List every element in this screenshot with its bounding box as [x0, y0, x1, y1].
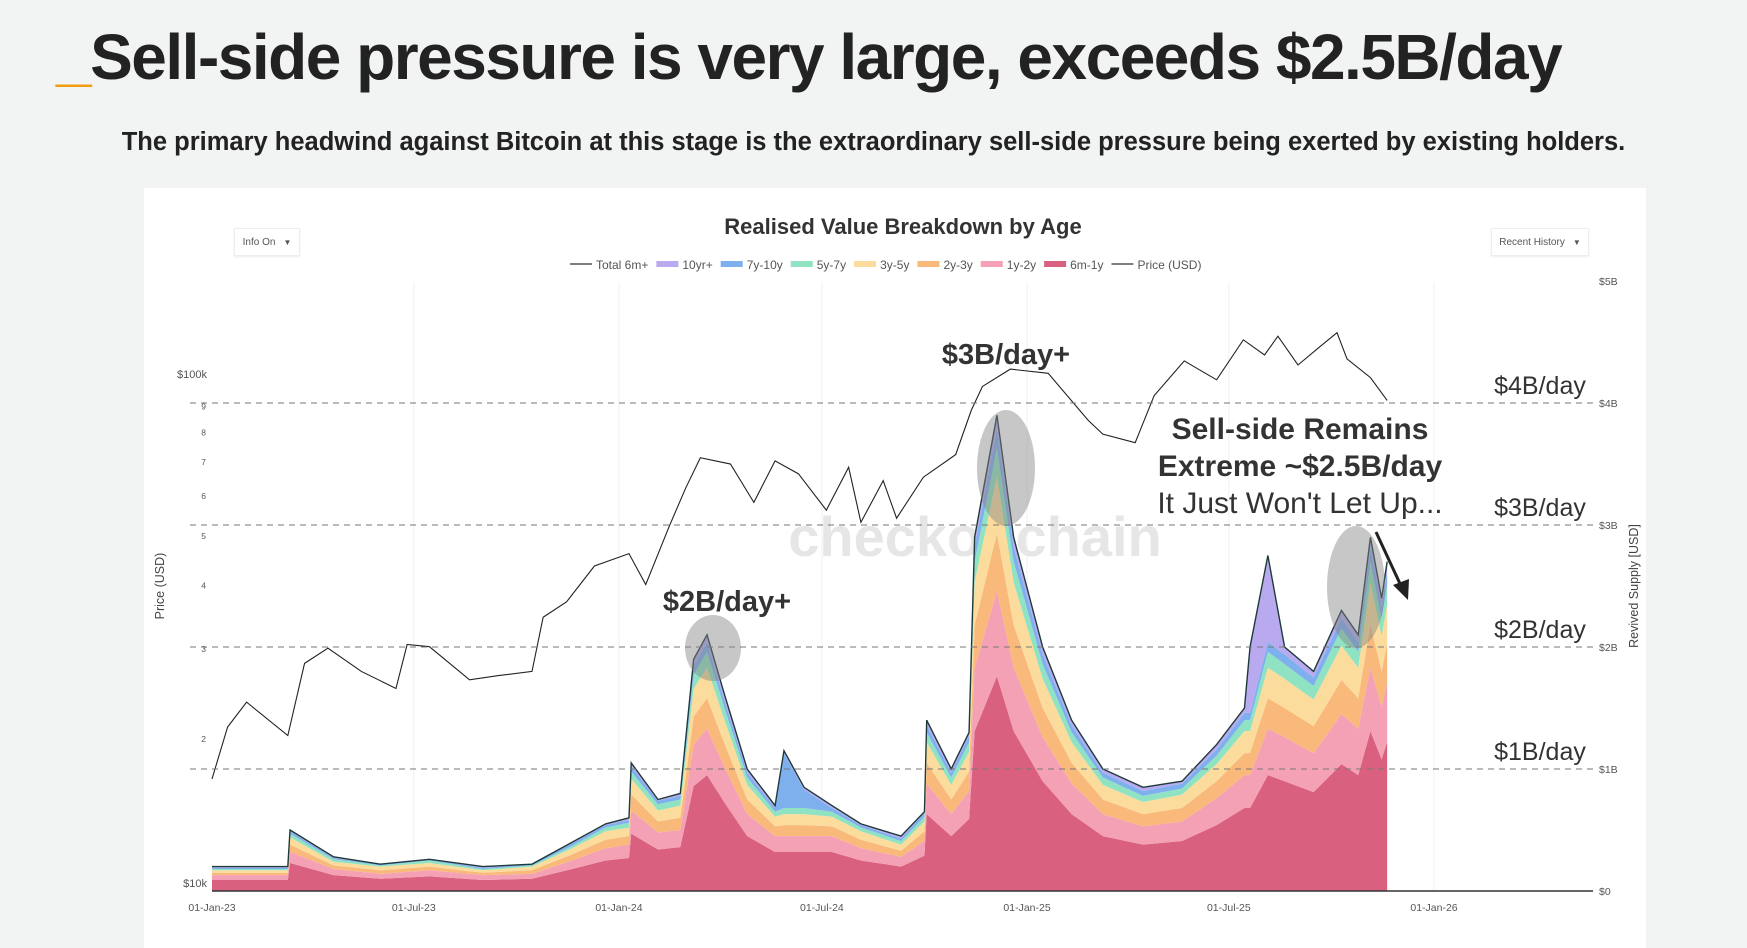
left-tick-label: 3	[201, 644, 206, 654]
area-1y-2y	[212, 590, 1388, 881]
reference-label: $4B/day	[1494, 372, 1586, 400]
title-underscore: _	[56, 21, 92, 93]
right-tick-label: $0	[1599, 886, 1611, 898]
page-title: _Sell-side pressure is very large, excee…	[56, 20, 1563, 94]
area-6m-1y	[212, 676, 1388, 891]
legend-item: 6m-1y	[1070, 258, 1103, 272]
left-tick-label: 6	[201, 491, 206, 501]
legend-swatch	[720, 261, 743, 267]
area-2y-3y	[212, 533, 1388, 876]
x-tick-label: 01-Jul-23	[392, 902, 436, 914]
caret-down-icon: ▼	[1572, 237, 1581, 247]
recent-history-dropdown[interactable]: Recent History ▼	[1491, 228, 1589, 256]
annotation-3b: $3B/day+	[942, 339, 1070, 371]
x-tick-label: 01-Jan-25	[1003, 902, 1050, 914]
recent-history-label: Recent History	[1499, 236, 1565, 248]
left-tick-label: 4	[201, 581, 206, 591]
info-toggle-label: Info On	[242, 236, 276, 248]
left-tick-label: 5	[201, 531, 206, 541]
left-tick-label: $100k	[177, 369, 207, 381]
legend-item: 10yr+	[682, 258, 712, 272]
chart-panel	[144, 188, 1646, 948]
area-3y-5y	[212, 476, 1388, 873]
left-tick-label: 2	[201, 734, 206, 744]
annotation-recent-line1: Sell-side Remains	[1172, 413, 1429, 446]
right-tick-label: $1B	[1599, 764, 1618, 776]
title-text: Sell-side pressure is very large, exceed…	[90, 21, 1563, 93]
left-tick-label: 8	[201, 427, 206, 437]
legend-item: 3y-5y	[880, 258, 909, 272]
legend-swatch	[980, 261, 1003, 267]
area-5y-7y	[212, 448, 1388, 871]
legend-swatch	[854, 261, 877, 267]
reference-label: $3B/day	[1494, 494, 1586, 522]
total-6m-plus-line	[212, 415, 1388, 868]
right-tick-label: $4B	[1599, 398, 1618, 410]
highlight-ellipse	[685, 615, 741, 681]
annotation-2b: $2B/day+	[663, 586, 791, 618]
x-tick-label: 01-Jul-25	[1207, 902, 1251, 914]
arrow-head-icon	[1393, 579, 1409, 600]
reference-label: $2B/day	[1494, 616, 1586, 644]
left-axis-label: Price (USD)	[153, 553, 167, 620]
right-axis-label: Revived Supply [USD]	[1627, 524, 1641, 648]
left-tick-label: 7	[201, 457, 206, 467]
page-subtitle: The primary headwind against Bitcoin at …	[121, 128, 1626, 156]
right-tick-label: $2B	[1599, 642, 1618, 654]
x-tick-label: 01-Jan-23	[188, 902, 235, 914]
legend-item: 5y-7y	[817, 258, 846, 272]
annotation-recent-line2: Extreme ~$2.5B/day	[1158, 450, 1443, 483]
right-tick-label: $5B	[1599, 276, 1618, 288]
right-tick-label: $3B	[1599, 520, 1618, 532]
price-line	[211, 331, 1388, 780]
chart-title: Realised Value Breakdown by Age	[724, 214, 1081, 239]
reference-label: $1B/day	[1494, 738, 1586, 766]
legend-item: Price (USD)	[1137, 258, 1201, 272]
x-tick-label: 01-Jan-26	[1410, 902, 1457, 914]
left-tick-label: 9	[201, 401, 206, 411]
caret-down-icon: ▼	[283, 237, 292, 247]
legend-swatch	[917, 261, 940, 267]
area-7y-10y	[212, 428, 1388, 870]
annotation-recent-line3: It Just Won't Let Up...	[1157, 487, 1442, 520]
legend-swatch	[790, 261, 813, 267]
arrow-icon	[1374, 531, 1404, 589]
highlight-ellipse	[1327, 526, 1385, 648]
left-tick-label: $10k	[183, 878, 207, 890]
x-tick-label: 01-Jul-24	[800, 902, 844, 914]
legend-item: 2y-3y	[943, 258, 972, 272]
legend-swatch	[1044, 261, 1067, 267]
legend-swatch	[656, 261, 679, 267]
legend-item: 7y-10y	[747, 258, 783, 272]
highlight-ellipse	[977, 410, 1035, 526]
legend-item: 1y-2y	[1007, 258, 1036, 272]
legend-item: Total 6m+	[596, 258, 648, 272]
info-toggle-button[interactable]: Info On ▼	[234, 228, 300, 256]
x-tick-label: 01-Jan-24	[595, 902, 642, 914]
